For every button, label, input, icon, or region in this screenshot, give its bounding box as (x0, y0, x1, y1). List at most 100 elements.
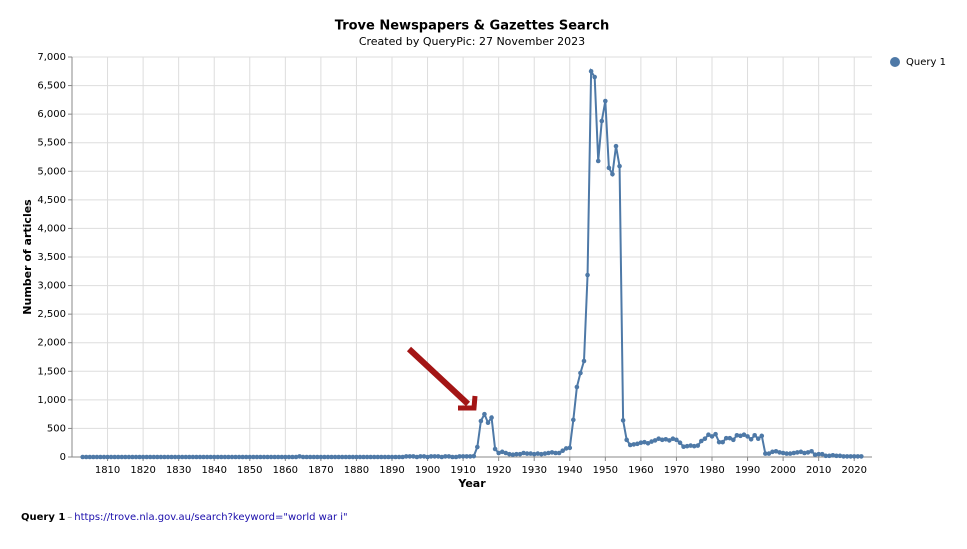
data-point (322, 454, 327, 460)
data-point (247, 454, 253, 460)
data-point (112, 454, 117, 460)
data-point (524, 451, 530, 456)
y-tick-label: 1,500 (37, 366, 66, 377)
data-point (780, 450, 786, 456)
data-point (279, 454, 285, 460)
data-point (428, 454, 434, 459)
data-point (211, 454, 217, 460)
data-point (268, 454, 274, 460)
data-point (713, 431, 718, 437)
data-point (190, 454, 196, 460)
data-point (517, 451, 523, 457)
data-point (179, 454, 185, 460)
data-point (784, 451, 789, 456)
data-point (485, 420, 491, 426)
data-point (635, 441, 640, 447)
footer-link[interactable]: https://trove.nla.gov.au/search?keyword=… (74, 512, 348, 523)
legend-marker (890, 57, 900, 67)
data-point (101, 454, 107, 460)
data-point (208, 454, 213, 460)
data-point (553, 450, 558, 456)
data-point (510, 452, 516, 458)
data-point (706, 432, 711, 438)
data-point (403, 454, 409, 459)
data-point (261, 454, 267, 460)
data-point (531, 451, 537, 457)
data-point (172, 454, 178, 460)
data-point (492, 446, 498, 452)
data-point (638, 440, 644, 446)
data-point (567, 445, 573, 451)
x-tick-label: 1950 (593, 465, 618, 476)
data-point (297, 454, 302, 459)
y-tick-label: 4,500 (37, 195, 66, 206)
data-point (592, 74, 597, 80)
data-point (197, 454, 203, 460)
data-point (222, 454, 228, 460)
data-point (115, 454, 121, 460)
data-point (795, 450, 800, 455)
data-point (482, 411, 487, 417)
data-point (521, 450, 526, 456)
data-point (368, 454, 373, 460)
x-tick-label: 1960 (628, 465, 653, 476)
data-point (204, 454, 210, 460)
data-point (194, 454, 199, 460)
data-point (332, 454, 338, 460)
data-point (624, 437, 629, 443)
data-point (450, 454, 455, 460)
y-tick-label: 3,500 (37, 252, 66, 263)
data-point (258, 454, 263, 460)
data-point (606, 165, 612, 171)
annotation-arrow (406, 346, 478, 411)
data-point (83, 454, 89, 460)
data-point (176, 454, 181, 460)
data-point (752, 432, 757, 438)
data-point (407, 454, 413, 459)
data-point (823, 453, 829, 459)
data-point (293, 454, 299, 460)
data-point (151, 454, 157, 460)
data-point (507, 451, 512, 457)
data-point (542, 451, 548, 456)
data-point (727, 435, 733, 441)
data-point (514, 451, 519, 457)
data-point (773, 448, 779, 454)
data-point (364, 454, 370, 460)
x-tick-label: 1840 (201, 465, 226, 476)
data-point (325, 454, 331, 460)
footer: Query 1– https://trove.nla.gov.au/search?… (21, 512, 348, 523)
data-point (411, 454, 416, 459)
data-point (748, 436, 754, 442)
data-point (343, 454, 349, 460)
data-point (841, 454, 846, 459)
data-point (379, 454, 384, 460)
data-point (844, 454, 850, 459)
data-point (851, 454, 857, 459)
data-point (233, 454, 238, 460)
data-point (741, 432, 747, 438)
data-point (123, 454, 128, 460)
data-point (329, 454, 334, 460)
data-point (425, 454, 430, 460)
data-point (745, 434, 750, 439)
y-tick-label: 6,500 (37, 81, 66, 92)
data-point (467, 454, 473, 459)
data-point (475, 444, 480, 450)
data-point (809, 448, 814, 454)
data-point (98, 454, 103, 460)
x-tick-label: 1810 (95, 465, 120, 476)
data-point (791, 450, 797, 456)
data-point (645, 440, 651, 446)
data-point (496, 450, 501, 456)
data-point (254, 454, 260, 460)
data-point (140, 454, 146, 460)
data-point (610, 171, 615, 177)
data-point (243, 454, 249, 460)
x-tick-label: 1830 (166, 465, 191, 476)
data-point (471, 453, 477, 459)
data-point (290, 454, 295, 460)
data-point (183, 454, 189, 460)
data-point (307, 454, 313, 460)
data-point (827, 453, 832, 459)
